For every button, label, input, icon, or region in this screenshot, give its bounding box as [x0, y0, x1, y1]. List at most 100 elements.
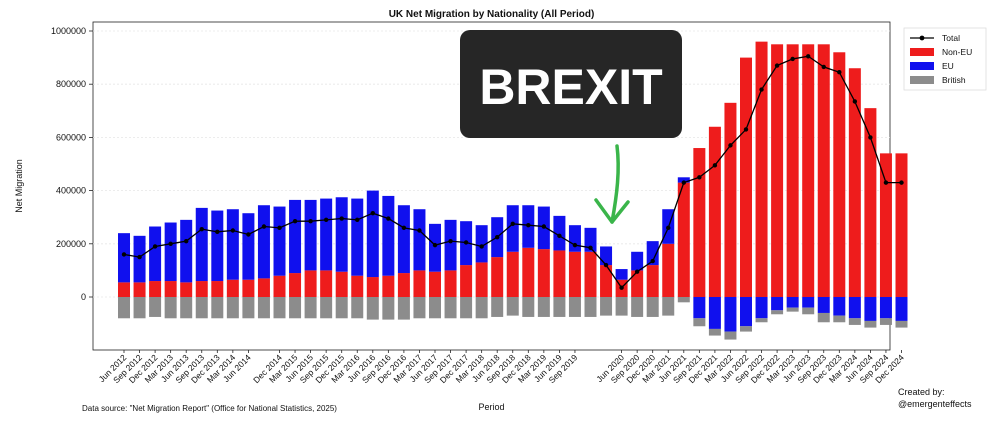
bar-british — [335, 297, 348, 319]
bar-eu — [631, 251, 644, 271]
total-point — [899, 180, 904, 185]
bar-british — [289, 297, 302, 319]
bar-eu — [289, 199, 302, 274]
bar-eu — [553, 215, 566, 251]
bar-eu — [755, 297, 768, 319]
legend-label: British — [942, 75, 966, 85]
bar-british — [180, 297, 193, 319]
total-point — [121, 252, 127, 257]
bar-non-eu — [631, 270, 644, 297]
total-point — [463, 240, 469, 245]
total-point — [572, 242, 578, 248]
bar-british — [118, 297, 130, 319]
total-point — [650, 258, 655, 264]
total-point — [681, 180, 686, 185]
y-tick-label: 600000 — [56, 132, 86, 142]
bar-eu — [864, 297, 877, 321]
total-point — [759, 87, 764, 92]
bar-eu — [382, 195, 395, 276]
total-point — [184, 238, 189, 244]
bar-eu — [740, 297, 752, 327]
total-point — [712, 163, 718, 168]
total-point — [308, 218, 313, 224]
bar-non-eu — [817, 44, 830, 297]
bar-eu — [584, 227, 597, 252]
bar-eu — [693, 297, 706, 319]
total-point — [292, 218, 298, 224]
bar-eu — [195, 207, 208, 282]
y-tick-label: 1000000 — [51, 26, 86, 36]
total-point — [743, 127, 749, 132]
total-point — [339, 216, 344, 221]
bar-non-eu — [755, 41, 768, 297]
bar-eu — [257, 205, 270, 279]
total-point — [852, 99, 858, 104]
total-point — [386, 216, 391, 221]
bar-eu — [708, 297, 721, 329]
bar-eu — [848, 297, 861, 319]
bar-non-eu — [802, 44, 815, 297]
bar-british — [397, 297, 410, 320]
legend-swatch-non-eu — [910, 48, 934, 56]
bar-british — [584, 297, 597, 317]
bar-british — [366, 297, 379, 320]
bar-british — [631, 297, 644, 317]
total-point — [152, 244, 158, 249]
bar-british — [568, 297, 581, 317]
bar-non-eu — [693, 148, 706, 297]
total-point — [199, 226, 204, 232]
bar-british — [475, 297, 488, 319]
bar-eu — [273, 206, 286, 276]
bar-non-eu — [864, 108, 877, 297]
total-point — [666, 225, 671, 231]
bar-non-eu — [366, 277, 379, 297]
bar-non-eu — [226, 279, 239, 297]
bar-british — [413, 297, 426, 319]
total-point — [323, 217, 329, 223]
bar-non-eu — [195, 281, 208, 297]
bar-eu — [802, 297, 815, 308]
bar-non-eu — [475, 262, 488, 297]
bar-british — [211, 297, 224, 319]
total-point — [510, 221, 515, 227]
legend-swatch-marker — [919, 35, 925, 41]
bar-british — [708, 328, 721, 336]
bar-non-eu — [771, 44, 784, 297]
bar-non-eu — [149, 281, 162, 297]
total-point — [588, 245, 593, 250]
bar-non-eu — [833, 52, 846, 297]
bar-british — [802, 307, 815, 315]
bar-british — [537, 297, 550, 317]
y-tick-label: 0 — [81, 292, 86, 302]
bar-eu — [118, 233, 130, 283]
chart-title: UK Net Migration by Nationality (All Per… — [389, 9, 595, 20]
total-point — [634, 269, 640, 274]
bar-british — [755, 318, 768, 323]
bar-non-eu — [382, 275, 395, 297]
bar-eu — [211, 210, 224, 282]
bar-non-eu — [429, 271, 441, 297]
legend-swatch-british — [910, 76, 934, 84]
y-tick-label: 200000 — [56, 239, 86, 249]
bar-non-eu — [537, 249, 550, 297]
bar-eu — [366, 190, 379, 278]
bar-british — [817, 312, 830, 323]
legend-label: EU — [942, 61, 954, 71]
y-tick-label: 400000 — [56, 186, 86, 196]
total-point — [603, 262, 609, 268]
data-source-note: Data source: "Net Migration Report" (Off… — [82, 404, 337, 413]
bar-eu — [615, 269, 628, 280]
total-point — [215, 229, 220, 235]
bar-eu — [817, 297, 830, 313]
total-point — [868, 135, 873, 140]
total-point — [230, 228, 236, 233]
bar-non-eu — [289, 273, 302, 297]
bar-non-eu — [491, 257, 504, 297]
x-axis-label: Period — [478, 402, 504, 412]
bar-eu — [413, 209, 426, 271]
total-point — [728, 143, 733, 148]
bar-british — [833, 315, 846, 323]
bar-non-eu — [708, 126, 721, 297]
bar-british — [351, 297, 364, 319]
